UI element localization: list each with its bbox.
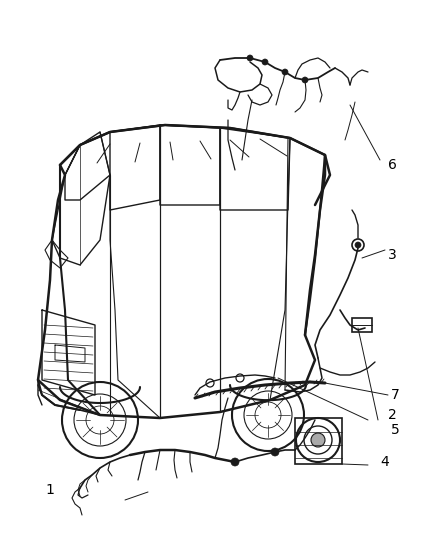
Text: 5: 5 (391, 423, 399, 437)
Circle shape (247, 55, 253, 61)
Circle shape (302, 77, 308, 83)
Circle shape (355, 242, 361, 248)
Bar (352, 318, 372, 332)
Circle shape (282, 69, 288, 75)
Text: 4: 4 (381, 455, 389, 469)
Circle shape (262, 59, 268, 65)
Circle shape (231, 458, 239, 466)
Circle shape (271, 448, 279, 456)
Bar (295, 418, 342, 464)
Circle shape (311, 433, 325, 447)
Text: 2: 2 (388, 408, 396, 422)
Text: 6: 6 (388, 158, 396, 172)
Text: 3: 3 (388, 248, 396, 262)
Text: 1: 1 (46, 483, 54, 497)
Text: 7: 7 (391, 388, 399, 402)
